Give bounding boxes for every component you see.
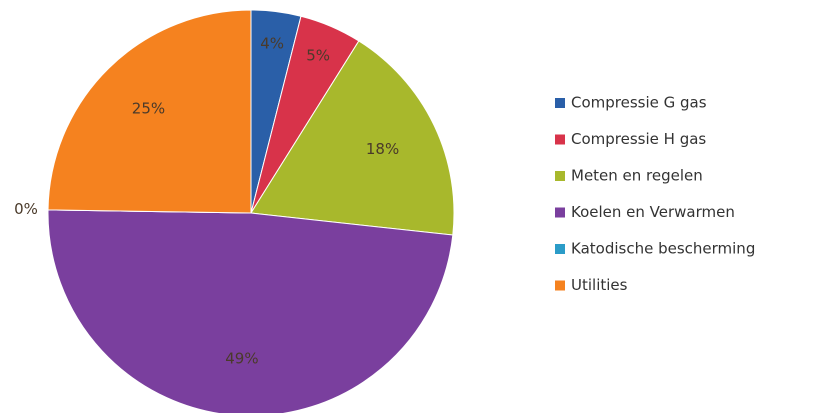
legend-swatch <box>555 98 565 108</box>
legend-swatch <box>555 280 565 291</box>
data-label: 0% <box>14 200 38 218</box>
data-label: 18% <box>366 140 399 158</box>
data-label: 49% <box>225 349 258 367</box>
legend-label: Katodische bescherming <box>571 240 755 258</box>
legend-label: Koelen en Verwarmen <box>571 203 735 221</box>
data-label: 4% <box>260 34 284 52</box>
legend-label: Meten en regelen <box>571 167 703 185</box>
legend-label: Compressie G gas <box>571 94 707 112</box>
data-label: 5% <box>306 47 330 65</box>
legend-swatch <box>555 244 565 254</box>
pie-slice <box>47 9 252 214</box>
data-label: 25% <box>132 99 165 117</box>
legend-swatch <box>555 134 565 145</box>
legend-swatch <box>555 207 565 218</box>
pie-slice <box>47 209 454 413</box>
legend-label: Compressie H gas <box>571 130 706 148</box>
legend-label: Utilities <box>571 276 628 294</box>
pie-slice <box>250 40 455 236</box>
legend-swatch <box>555 171 565 181</box>
